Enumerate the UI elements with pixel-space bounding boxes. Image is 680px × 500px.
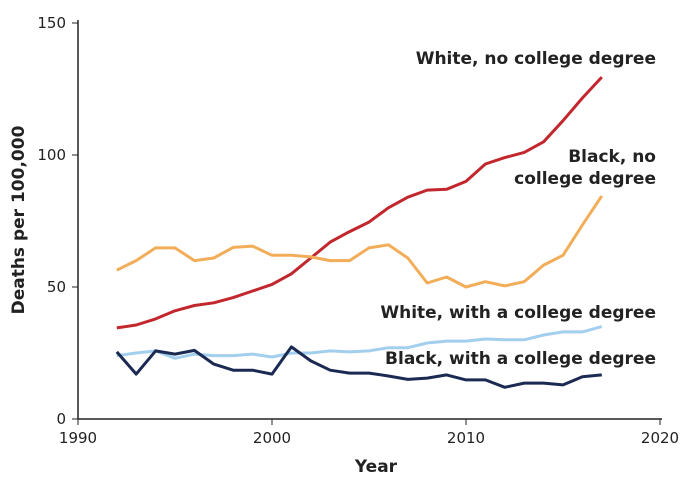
series-line-1 — [116, 195, 604, 289]
x-tick-label: 2000 — [253, 429, 291, 447]
y-tick-label: 0 — [56, 410, 66, 428]
series-label-1: Black, no college degree — [514, 147, 656, 189]
y-tick-label: 100 — [37, 146, 66, 164]
series-line-3 — [115, 345, 602, 389]
x-tick-label: 1990 — [59, 429, 97, 447]
x-axis-label: Year — [354, 457, 398, 477]
x-tick-label: 2020 — [641, 429, 679, 447]
series-line-0 — [116, 76, 603, 330]
y-tick-label: 150 — [37, 14, 66, 32]
y-tick-label: 50 — [47, 278, 66, 296]
series-label-0: White, no college degree — [416, 49, 656, 69]
y-axis-label: Deaths per 100,000 — [9, 125, 29, 314]
series-label-2: White, with a college degree — [380, 303, 656, 323]
series-label-3: Black, with a college degree — [385, 349, 656, 369]
x-tick-label: 2010 — [447, 429, 485, 447]
